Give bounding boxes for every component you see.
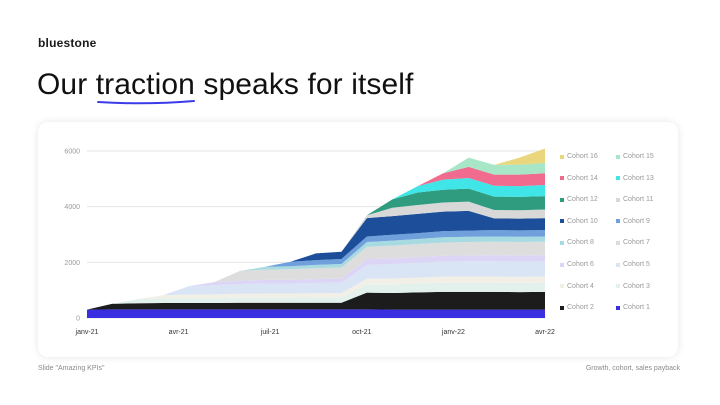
legend-item-cohort-14: Cohort 14 — [560, 175, 598, 182]
title-suffix: speaks for itself — [194, 68, 414, 101]
area-cohort-5 — [87, 261, 545, 310]
x-tick-label: janv-22 — [441, 329, 465, 336]
legend-label: Cohort 9 — [623, 217, 650, 225]
area-cohort-6 — [87, 255, 545, 310]
legend-swatch — [616, 219, 620, 224]
legend-label: Cohort 6 — [567, 261, 594, 268]
area-cohort-15 — [87, 157, 545, 310]
area-cohort-1 — [87, 309, 545, 318]
legend-item-cohort-12: Cohort 12 — [560, 196, 598, 203]
legend-label: Cohort 5 — [623, 261, 650, 268]
x-tick-label: oct-21 — [352, 329, 372, 336]
y-tick-label: 6000 — [64, 149, 80, 156]
x-tick-labels: janv-21 avr-21 juil-21 oct-21 janv-22 avr-22 — [75, 329, 556, 336]
legend-label: Cohort 2 — [567, 304, 594, 312]
area-series — [87, 148, 545, 318]
x-tick-label: janv-21 — [75, 329, 99, 336]
area-cohort-10 — [87, 210, 545, 310]
chart-card: 0 2000 4000 6000 janv-21 avr-21 juil-21 oct-21… — [38, 122, 678, 357]
title-highlight-text: traction — [95, 68, 195, 101]
area-cohort-3 — [87, 282, 545, 310]
legend-swatch — [616, 284, 620, 289]
legend-swatch — [616, 176, 620, 181]
legend-item-cohort-13: Cohort 13 — [616, 175, 654, 182]
title-underline-accent — [96, 100, 195, 105]
legend-swatch — [560, 262, 564, 267]
footer-topics: Growth, cohort, sales payback — [585, 365, 680, 372]
area-cohort-12 — [87, 188, 545, 310]
title-prefix: Our — [37, 68, 96, 101]
legend-swatch — [616, 305, 620, 310]
footer-slide-name: Slide "Amazing KPIs" — [38, 365, 105, 372]
legend-swatch — [560, 284, 564, 289]
legend-swatch — [616, 197, 620, 202]
brand-logo: bluestone — [38, 36, 97, 50]
legend-swatch — [560, 305, 564, 310]
legend-label: Cohort 3 — [623, 282, 650, 290]
legend-label: Cohort 10 — [567, 217, 598, 225]
y-tick-label: 2000 — [64, 260, 80, 267]
legend-label: Cohort 1 — [623, 304, 650, 312]
legend-label: Cohort 16 — [567, 153, 598, 160]
legend-label: Cohort 12 — [567, 196, 598, 204]
area-cohort-2 — [87, 291, 545, 310]
legend-swatch — [560, 154, 564, 159]
legend-label: Cohort 14 — [567, 174, 598, 182]
legend-item-cohort-3: Cohort 3 — [616, 283, 650, 290]
stacked-area-chart: 0 2000 4000 6000 janv-21 avr-21 juil-21 oct-21… — [64, 148, 556, 336]
legend-item-cohort-9: Cohort 9 — [616, 218, 650, 225]
area-cohort-11 — [87, 201, 545, 310]
title-highlight: traction — [95, 68, 195, 105]
legend-item-cohort-5: Cohort 5 — [616, 261, 650, 268]
legend-label: Cohort 8 — [567, 239, 594, 247]
legend-item-cohort-16: Cohort 16 — [560, 153, 598, 160]
legend-swatch — [560, 219, 564, 224]
legend-label: Cohort 7 — [623, 239, 650, 247]
legend-item-cohort-6: Cohort 6 — [560, 261, 594, 268]
legend-item-cohort-4: Cohort 4 — [560, 283, 594, 290]
legend-item-cohort-11: Cohort 11 — [616, 196, 653, 203]
area-cohort-14 — [87, 166, 545, 310]
page-title: Our traction speaks for itself — [37, 68, 414, 105]
x-tick-label: avr-22 — [535, 329, 555, 336]
legend-item-cohort-2: Cohort 2 — [560, 304, 594, 311]
legend-label: Cohort 13 — [623, 174, 654, 182]
legend-item-cohort-8: Cohort 8 — [560, 239, 594, 246]
area-cohort-7 — [87, 241, 545, 310]
legend-swatch — [560, 240, 564, 245]
area-cohort-16 — [87, 148, 545, 310]
legend-label: Cohort 4 — [567, 282, 594, 290]
legend-swatch — [616, 154, 620, 159]
y-tick-label: 0 — [76, 316, 80, 323]
legend-item-cohort-1: Cohort 1 — [616, 304, 650, 311]
legend-item-cohort-10: Cohort 10 — [560, 218, 598, 225]
legend-swatch — [616, 240, 620, 245]
y-tick-label: 4000 — [64, 204, 80, 211]
legend-item-cohort-15: Cohort 15 — [616, 153, 654, 160]
legend-swatch — [560, 176, 564, 181]
legend-swatch — [616, 262, 620, 267]
x-tick-label: avr-21 — [169, 329, 189, 336]
legend-item-cohort-7: Cohort 7 — [616, 239, 650, 246]
legend-label: Cohort 15 — [623, 153, 654, 160]
area-cohort-13 — [87, 178, 545, 310]
x-tick-label: juil-21 — [260, 329, 280, 336]
y-tick-labels: 0 2000 4000 6000 — [64, 149, 80, 323]
legend-label: Cohort 11 — [623, 196, 654, 204]
legend-swatch — [560, 197, 564, 202]
area-cohort-4 — [87, 276, 545, 310]
